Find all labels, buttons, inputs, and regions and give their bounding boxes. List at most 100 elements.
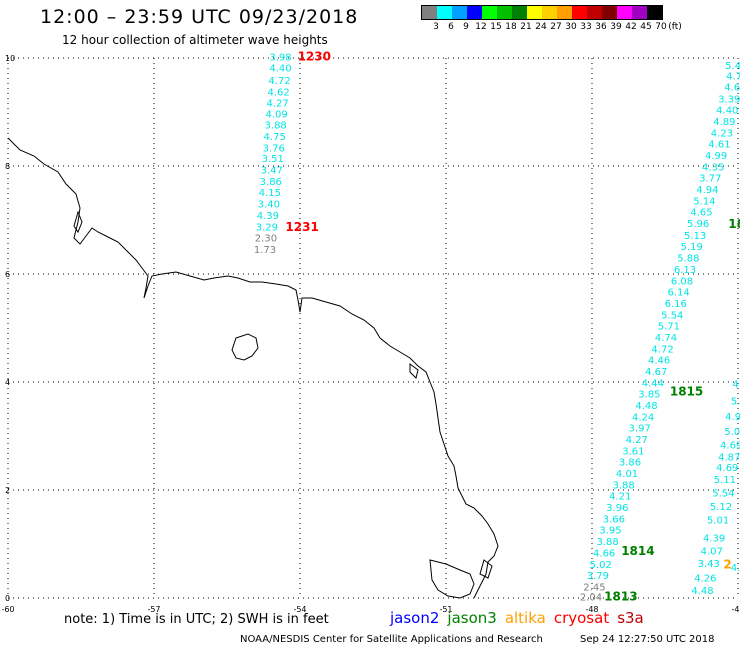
- swh-value-label: 4.87: [718, 452, 740, 463]
- swh-value-label: 4.: [731, 563, 740, 574]
- swh-value-label: 4.6: [724, 82, 740, 93]
- swh-value-label: 4.07: [701, 546, 723, 557]
- legend-swatch: [572, 6, 587, 19]
- swh-value-label: 4.99: [705, 151, 727, 162]
- legend-swatch: [602, 6, 617, 19]
- swh-value-label: 5.14: [693, 196, 715, 207]
- swh-value-label: 3.79: [587, 571, 609, 582]
- swh-value-label: 4: [732, 379, 738, 390]
- swh-value-label: 3.61: [622, 446, 644, 457]
- legend-swatch: [512, 6, 527, 19]
- coastline-segment: [429, 559, 475, 599]
- swh-value-label: 4.39: [703, 533, 725, 544]
- swh-value-label: 4.48: [691, 586, 713, 597]
- swh-value-label: 6.08: [671, 276, 693, 287]
- swh-value-label: 4.15: [259, 188, 281, 199]
- swh-value-label: 4.48: [635, 401, 657, 412]
- legend-label: 12: [475, 22, 487, 32]
- swh-value-label: 4.69: [716, 463, 738, 474]
- swh-value-label: 4.67: [645, 367, 667, 378]
- legend-swatch: [497, 6, 512, 19]
- lat-tick-label: 10: [5, 54, 15, 63]
- swh-value-label: 3.66: [603, 514, 625, 525]
- legend-swatch: [467, 6, 482, 19]
- swh-value-label: 4.65: [690, 208, 712, 219]
- legend-swatch: [527, 6, 542, 19]
- swh-value-label: 3.40: [258, 200, 280, 211]
- swh-value-label: 4.74: [655, 333, 677, 344]
- lon-tick-label: -45: [731, 605, 740, 614]
- swh-value-label: 6.13: [674, 265, 696, 276]
- lat-tick-label: 8: [5, 162, 10, 171]
- swh-value-label: 4.26: [694, 573, 716, 584]
- swh-value-label: 3.77: [699, 174, 721, 185]
- swh-value-label: 3.98: [269, 53, 291, 64]
- lon-tick-label: -51: [439, 605, 452, 614]
- swh-value-label: 5.96: [687, 219, 709, 230]
- swh-value-label: 3.85: [638, 390, 660, 401]
- color-legend: 3 6 9 12 15 18 21 24 27 30 33 36 39 42 45 70 (ft): [421, 5, 682, 34]
- swh-value-label: 4.89: [713, 117, 735, 128]
- lat-tick-label: 6: [5, 270, 10, 279]
- swh-value-label: 3.86: [260, 177, 282, 188]
- legend-label: 42: [625, 22, 637, 32]
- satellite-name-jason3: jason3: [447, 609, 497, 627]
- legend-label: 45: [640, 22, 652, 32]
- coastline-segment: [409, 363, 419, 379]
- legend-swatch: [587, 6, 602, 19]
- swh-value-label: 5.13: [684, 231, 706, 242]
- legend-label: 36: [595, 22, 607, 32]
- swh-value-label: 4.35: [702, 162, 724, 173]
- swh-value-label: 5.4: [725, 61, 740, 72]
- swh-value-label: 5.12: [710, 502, 732, 513]
- pass-time-label: 1815: [670, 385, 703, 399]
- swh-value-label: 3.96: [606, 503, 628, 514]
- legend-label: 9: [463, 22, 469, 32]
- swh-value-label: 2.45: [583, 582, 605, 593]
- swh-value-label: 6.14: [667, 288, 689, 299]
- lon-tick-label: -48: [585, 605, 598, 614]
- swh-value-label: 4.09: [266, 109, 288, 120]
- swh-value-label: 3.43: [698, 559, 720, 570]
- swh-value-label: 3.88: [265, 121, 287, 132]
- lat-tick-label: 4: [5, 378, 10, 387]
- swh-value-label: 5.19: [681, 242, 703, 253]
- satellite-name-s3a: s3a: [617, 609, 644, 627]
- legend-label: 70: [655, 22, 667, 32]
- lat-tick-label: 2: [5, 486, 10, 495]
- legend-label: 24: [535, 22, 547, 32]
- swh-value-label: 3.29: [256, 222, 278, 233]
- swh-value-label: 4.94: [696, 185, 718, 196]
- swh-value-label: 4.24: [632, 412, 654, 423]
- swh-value-label: 5.0: [724, 427, 740, 438]
- swh-value-label: 5.71: [658, 322, 680, 333]
- swh-value-label: 4.7: [726, 72, 740, 83]
- swh-value-label: 1.73: [254, 245, 276, 256]
- swh-value-label: 4.72: [268, 76, 290, 87]
- swh-value-label: 3.88: [596, 537, 618, 548]
- page-title: 12:00 – 23:59 UTC 09/23/2018: [40, 6, 359, 28]
- credit-line: NOAA/NESDIS Center for Satellite Applica…: [240, 634, 543, 645]
- legend-swatch: [437, 6, 452, 19]
- legend-label: 33: [580, 22, 592, 32]
- swh-value-label: 5.11: [714, 475, 736, 486]
- swh-value-label: 4.39: [257, 211, 279, 222]
- swh-value-label: 4.61: [708, 140, 730, 151]
- swh-value-label: 5.88: [677, 254, 699, 265]
- swh-value-label: 3.88: [613, 480, 635, 491]
- swh-value-label: 2.30: [255, 234, 277, 245]
- lon-tick-label: -57: [147, 605, 160, 614]
- legend-label: 21: [520, 22, 532, 32]
- legend-swatch: [542, 6, 557, 19]
- page-subtitle: 12 hour collection of altimeter wave hei…: [62, 33, 328, 47]
- lon-tick-label: -54: [293, 605, 306, 614]
- swh-value-label: 4.40: [269, 64, 291, 75]
- legend-label: 27: [550, 22, 562, 32]
- legend-label: 18: [505, 22, 517, 32]
- swh-value-label: 4.23: [711, 128, 733, 139]
- swh-value-label: 3.97: [629, 424, 651, 435]
- swh-value-label: 4.21: [609, 492, 631, 503]
- swh-value-label: 4.66: [593, 548, 615, 559]
